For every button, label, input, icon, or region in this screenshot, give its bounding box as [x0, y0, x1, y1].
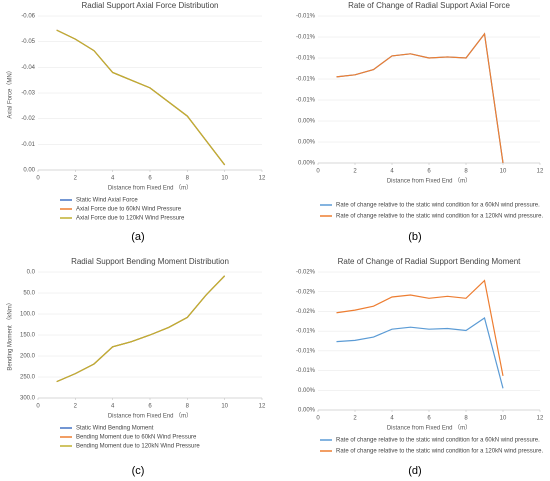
x-tick-label: 10 [500, 169, 507, 175]
x-tick-label: 6 [148, 404, 152, 410]
x-axis-label: Distance from Fixed End （m） [387, 178, 471, 185]
series-line [336, 32, 504, 164]
legend-label: Rate of change relative to the static wi… [336, 203, 540, 209]
x-tick-label: 10 [221, 404, 228, 410]
legend-label: Static Wind Axial Force [76, 198, 138, 204]
x-tick-label: 6 [427, 169, 431, 175]
y-tick-label: 50.0 [23, 291, 35, 297]
legend-label: Rate of change relative to the static wi… [336, 214, 543, 220]
x-tick-label: 2 [74, 404, 78, 410]
y-tick-label: 250.0 [20, 375, 36, 381]
y-tick-label: -0.03 [21, 91, 35, 97]
panel-caption: (a) [131, 231, 144, 243]
y-tick-label: 300.0 [20, 396, 36, 402]
x-tick-label: 8 [464, 169, 468, 175]
y-tick-label: 0.00% [298, 388, 316, 394]
x-tick-label: 2 [353, 416, 357, 422]
legend-label: Static Wind Bending Moment [76, 426, 154, 432]
y-tick-label: 0.00% [298, 161, 316, 167]
series-line [56, 275, 226, 383]
y-tick-label: 0.00% [298, 408, 316, 414]
x-axis-label: Distance from Fixed End （m） [108, 185, 192, 192]
y-tick-label: -0.01% [296, 368, 316, 374]
y-tick-label: -0.06 [21, 14, 35, 20]
y-tick-label: -0.04 [21, 65, 35, 71]
x-tick-label: 10 [500, 416, 507, 422]
x-tick-label: 0 [36, 176, 40, 182]
series-line [56, 275, 226, 383]
x-tick-label: 10 [221, 176, 228, 182]
y-tick-label: -0.01% [296, 14, 316, 20]
y-tick-label: 200.0 [20, 354, 36, 360]
legend-label: Axial Force due to 60kN Wind Pressure [76, 207, 182, 213]
y-tick-label: -0.02% [296, 289, 316, 295]
legend-label: Rate of change relative to the static wi… [336, 449, 543, 455]
y-tick-label: -0.01% [296, 348, 316, 354]
y-tick-label: -0.01% [296, 56, 316, 62]
x-axis-label: Distance from Fixed End （m） [108, 413, 192, 420]
y-tick-label: 0.00% [298, 140, 316, 146]
y-axis-label: Bending Moment （kNm） [7, 299, 14, 370]
chart-title: Radial Support Axial Force Distribution [82, 1, 219, 10]
x-tick-label: 4 [390, 416, 394, 422]
x-tick-label: 2 [74, 176, 78, 182]
series-line [336, 279, 504, 376]
y-tick-label: -0.05 [21, 39, 35, 45]
x-tick-label: 4 [111, 404, 115, 410]
x-axis-label: Distance from Fixed End （m） [387, 425, 471, 432]
y-tick-label: -0.02 [21, 116, 35, 122]
series-line [56, 29, 226, 166]
x-tick-label: 4 [390, 169, 394, 175]
x-tick-label: 8 [186, 176, 190, 182]
chart-title: Radial Support Bending Moment Distributi… [71, 257, 229, 266]
y-tick-label: -0.01% [296, 329, 316, 335]
series-line [336, 317, 504, 389]
legend-label: Axial Force due to 120kN Wind Pressure [76, 216, 185, 222]
x-tick-label: 4 [111, 176, 115, 182]
x-tick-label: 12 [259, 176, 266, 182]
y-axis-label: Axial Force（MN） [7, 67, 14, 118]
x-tick-label: 12 [537, 169, 544, 175]
x-tick-label: 6 [427, 416, 431, 422]
panel-caption: (b) [408, 231, 421, 243]
x-tick-label: 8 [186, 404, 190, 410]
y-tick-label: -0.01% [296, 98, 316, 104]
y-tick-label: 0.00% [298, 119, 316, 125]
y-tick-label: 0.00 [23, 168, 35, 174]
y-tick-label: -0.02% [296, 309, 316, 315]
series-line [336, 32, 504, 164]
y-tick-label: 150.0 [20, 333, 36, 339]
x-tick-label: 8 [464, 416, 468, 422]
x-tick-label: 0 [316, 169, 320, 175]
x-tick-label: 12 [537, 416, 544, 422]
y-tick-label: 100.0 [20, 312, 36, 318]
x-tick-label: 0 [36, 404, 40, 410]
y-tick-label: -0.01% [296, 35, 316, 41]
x-tick-label: 12 [259, 404, 266, 410]
chart-title: Rate of Change of Radial Support Axial F… [348, 1, 510, 10]
series-line [56, 29, 226, 166]
y-tick-label: -0.02% [296, 270, 316, 276]
y-tick-label: -0.01% [296, 77, 316, 83]
x-tick-label: 2 [353, 169, 357, 175]
legend-label: Bending Moment due to 60kN Wind Pressure [76, 435, 197, 441]
x-tick-label: 6 [148, 176, 152, 182]
chart-title: Rate of Change of Radial Support Bending… [338, 257, 522, 266]
panel-caption: (d) [408, 465, 421, 477]
panel-caption: (c) [132, 465, 145, 477]
legend-label: Bending Moment due to 120kN Wind Pressur… [76, 444, 200, 450]
legend-label: Rate of change relative to the static wi… [336, 438, 540, 444]
y-tick-label: 0.0 [27, 270, 36, 276]
series-line [56, 29, 226, 166]
x-tick-label: 0 [316, 416, 320, 422]
y-tick-label: -0.01 [21, 142, 35, 148]
series-line [56, 275, 226, 383]
